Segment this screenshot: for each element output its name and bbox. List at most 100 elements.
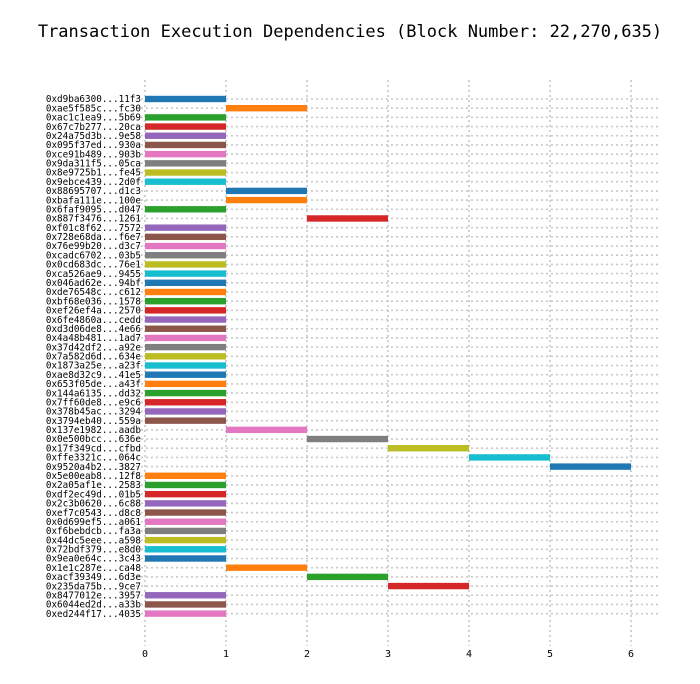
y-tick-labels: 0xd9ba6300...11f30xae5f585c...fc300xac1c… (46, 94, 142, 620)
transaction-bar (145, 527, 226, 535)
y-tick-label: 0xacf39349...6d3e (46, 572, 142, 583)
x-tick-label: 0 (142, 649, 148, 660)
y-tick-label: 0x72bdf379...e8d0 (46, 545, 141, 556)
y-tick-label: 0x9520a4b2...3827 (46, 462, 141, 473)
y-tick-label: 0xf01c8f62...7572 (46, 223, 141, 234)
y-tick-label: 0x44dc5eee...a598 (46, 535, 141, 546)
y-tick-label: 0xce91b489...903b (46, 149, 142, 160)
y-tick-label: 0x7ff60de8...e9c6 (46, 397, 141, 408)
transaction-bar (145, 261, 226, 268)
transaction-bar (145, 417, 226, 424)
y-tick-label: 0x88695707...d1c3 (46, 186, 141, 197)
x-tick-label: 3 (385, 649, 391, 660)
x-tick-labels: 0 1 2 3 4 5 6 (142, 649, 634, 660)
y-tick-label: 0xbf68e036...1578 (46, 296, 141, 307)
transaction-bar (307, 435, 388, 443)
transaction-bar (145, 610, 226, 617)
x-tick-label: 5 (547, 649, 553, 660)
y-tick-label: 0x0cd683dc...76e1 (46, 260, 141, 271)
x-tick-label: 2 (304, 649, 310, 660)
transaction-bar (469, 454, 550, 461)
y-tick-label: 0x378b45ac...3294 (46, 407, 142, 418)
transaction-bar (145, 279, 226, 286)
transaction-bar (145, 270, 226, 277)
y-tick-label: 0x887f3476...1261 (46, 214, 141, 225)
y-tick-label: 0x9da311f5...05ca (46, 159, 141, 170)
transaction-bar (145, 141, 226, 149)
transaction-bar (145, 252, 226, 259)
transaction-bar (145, 233, 226, 241)
transaction-bar (145, 389, 226, 397)
y-tick-label: 0x9ea0e64c...3c43 (46, 554, 141, 565)
y-tick-label: 0x728e68da...f6e7 (46, 232, 141, 243)
transaction-bar (388, 445, 469, 452)
transaction-bar (145, 334, 226, 342)
y-tick-label: 0x9ebce439...2d0f (46, 177, 141, 188)
y-tick-label: 0xef26ef4a...2570 (46, 306, 141, 317)
transaction-bar (145, 353, 226, 360)
y-tick-label: 0x8477012e...3957 (46, 590, 141, 601)
transaction-bar (145, 481, 226, 489)
y-tick-label: 0xffe3321c...064c (46, 453, 141, 464)
y-tick-label: 0xf6bebdcb...fa3a (46, 526, 141, 537)
y-tick-label: 0xbafa111e...100e (46, 195, 142, 206)
y-tick-label: 0x095f37ed...930a (46, 140, 141, 151)
transaction-bar (145, 307, 226, 314)
y-tick-label: 0x67c7b277...20ca (46, 122, 141, 133)
transaction-bar (388, 582, 469, 590)
y-tick-label: 0x37d42df2...a92e (46, 342, 142, 353)
transaction-bar (145, 123, 226, 130)
transaction-bar (226, 196, 307, 204)
y-tick-label: 0xed244f17...4035 (46, 609, 141, 620)
transaction-bar (145, 592, 226, 599)
transaction-bar (307, 573, 388, 581)
y-tick-label: 0xca526ae9...9455 (46, 269, 141, 280)
transaction-bar (226, 187, 307, 195)
transaction-bar (307, 215, 388, 222)
y-tick-label: 0x17f349cd...cfbd (46, 443, 141, 454)
transaction-bar (145, 555, 226, 562)
y-tick-label: 0xae5f585c...fc30 (46, 103, 141, 114)
transaction-bar (145, 169, 226, 176)
y-tick-label: 0xac1c1ea9...5b69 (46, 113, 141, 124)
x-tick-label: 1 (223, 649, 229, 660)
transaction-bar (145, 150, 226, 158)
y-tick-label: 0x653f05de...a43f (46, 379, 141, 390)
transaction-bar (145, 408, 226, 415)
y-tick-label: 0x24a75d3b...9e58 (46, 131, 141, 142)
transaction-bar (145, 518, 226, 525)
y-tick-label: 0x2a05af1e...2583 (46, 480, 141, 491)
transaction-bar (145, 224, 226, 231)
y-tick-label: 0xde76548c...c612 (46, 287, 141, 298)
y-tick-label: 0x6fe4860a...cedd (46, 315, 141, 326)
y-tick-label: 0x1873a25e...a23f (46, 361, 141, 372)
transaction-bar (145, 601, 226, 608)
y-tick-label: 0x76e99b20...d3c7 (46, 241, 141, 252)
y-tick-label: 0x046ad62e...94bf (46, 278, 141, 289)
y-tick-label: 0x137e1982...aadb (46, 425, 142, 436)
y-tick-label: 0xae8d32c9...41e5 (46, 370, 141, 381)
y-tick-label: 0x235da75b...9ce7 (46, 581, 141, 592)
y-tick-label: 0x3794eb40...559a (46, 416, 141, 427)
transaction-bar (145, 536, 226, 544)
y-tick-label: 0xef7c0543...d8c8 (46, 508, 141, 519)
x-tick-label: 6 (628, 649, 634, 660)
transaction-bar (145, 371, 226, 378)
transaction-bar (550, 463, 631, 470)
y-tick-label: 0x0e500bcc...636e (46, 434, 142, 445)
transaction-bar (145, 380, 226, 388)
y-tick-label: 0x2c3b0620...6c88 (46, 499, 141, 510)
y-tick-label: 0x6044ed2d...a33b (46, 600, 142, 611)
transaction-bar (145, 399, 226, 406)
transaction-bar (145, 206, 226, 213)
transaction-bar (226, 564, 307, 571)
bar-layer (145, 95, 631, 617)
transaction-bar (145, 178, 226, 185)
grid-layer (136, 80, 660, 646)
y-tick-label: 0x4a48b481...1ad7 (46, 333, 141, 344)
y-tick-label: 0x6faf9095...d047 (46, 204, 141, 215)
y-tick-label: 0x7a582d6d...634e (46, 352, 142, 363)
transaction-bar (226, 104, 307, 112)
transaction-bar (145, 297, 226, 305)
